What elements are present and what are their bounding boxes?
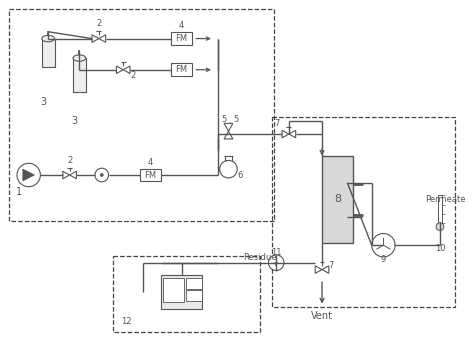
Text: 2: 2 (130, 71, 136, 80)
Text: FM: FM (176, 34, 188, 43)
Bar (438, 196, 442, 223)
Bar (113, 256, 260, 332)
Circle shape (17, 163, 40, 187)
Bar (140, 169, 161, 181)
Bar (186, 290, 202, 301)
Text: 8: 8 (334, 194, 341, 204)
Text: 7: 7 (274, 119, 280, 128)
Ellipse shape (73, 55, 86, 61)
Bar (186, 278, 202, 289)
Text: 6: 6 (237, 171, 243, 179)
Bar (171, 32, 192, 45)
Text: Residue: Residue (243, 253, 276, 262)
Circle shape (95, 168, 109, 182)
Bar (171, 64, 192, 76)
Text: 3: 3 (72, 117, 78, 126)
Text: 5: 5 (222, 115, 227, 124)
Circle shape (372, 233, 395, 257)
Circle shape (268, 255, 284, 271)
Ellipse shape (42, 35, 55, 42)
Text: 7: 7 (328, 261, 334, 270)
Text: 4: 4 (148, 158, 153, 167)
Circle shape (436, 223, 444, 231)
Text: 4: 4 (179, 21, 184, 31)
Text: 5: 5 (234, 115, 239, 124)
Bar (42, 39, 55, 67)
Circle shape (100, 173, 103, 177)
Text: 11: 11 (271, 247, 282, 257)
Bar (322, 155, 353, 243)
Bar (163, 278, 184, 302)
Polygon shape (23, 169, 35, 181)
Ellipse shape (219, 160, 237, 178)
Text: 9: 9 (381, 255, 386, 264)
Text: 3: 3 (40, 97, 46, 107)
Text: 12: 12 (121, 317, 131, 326)
Text: FM: FM (145, 171, 156, 179)
Bar (73, 58, 86, 92)
Text: Permeate: Permeate (425, 195, 466, 204)
Text: 2: 2 (67, 156, 72, 165)
Bar (273, 117, 455, 306)
Text: FM: FM (176, 65, 188, 74)
Bar (9, 9, 274, 221)
Bar (161, 275, 202, 309)
Text: 2: 2 (96, 19, 101, 28)
Text: 10: 10 (435, 244, 445, 253)
Text: Vent: Vent (311, 311, 333, 321)
Text: 1: 1 (16, 187, 22, 197)
